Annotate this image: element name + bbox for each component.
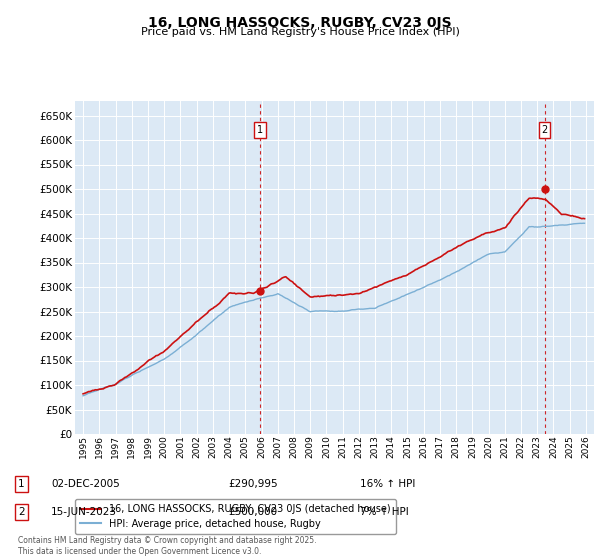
Text: 16, LONG HASSOCKS, RUGBY, CV23 0JS: 16, LONG HASSOCKS, RUGBY, CV23 0JS [148, 16, 452, 30]
Text: 2: 2 [541, 125, 548, 135]
Legend: 16, LONG HASSOCKS, RUGBY, CV23 0JS (detached house), HPI: Average price, detache: 16, LONG HASSOCKS, RUGBY, CV23 0JS (deta… [75, 500, 395, 534]
Text: 2: 2 [18, 507, 25, 517]
Text: 16% ↑ HPI: 16% ↑ HPI [360, 479, 415, 489]
Text: £290,995: £290,995 [228, 479, 278, 489]
Text: 7% ↑ HPI: 7% ↑ HPI [360, 507, 409, 517]
Text: 1: 1 [257, 125, 263, 135]
Text: £500,000: £500,000 [228, 507, 277, 517]
Text: 15-JUN-2023: 15-JUN-2023 [51, 507, 117, 517]
Text: Contains HM Land Registry data © Crown copyright and database right 2025.
This d: Contains HM Land Registry data © Crown c… [18, 536, 317, 556]
Text: 1: 1 [18, 479, 25, 489]
Text: Price paid vs. HM Land Registry's House Price Index (HPI): Price paid vs. HM Land Registry's House … [140, 27, 460, 37]
Text: 02-DEC-2005: 02-DEC-2005 [51, 479, 120, 489]
